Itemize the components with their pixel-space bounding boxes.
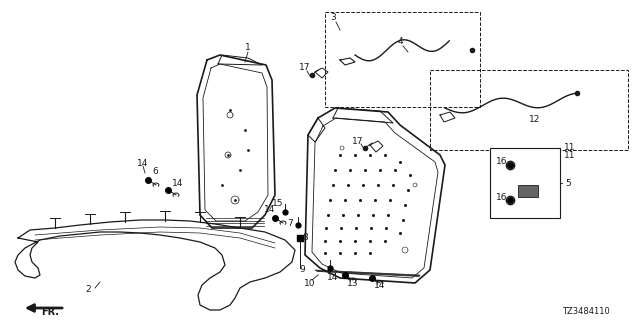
- Text: 14: 14: [374, 282, 386, 291]
- Text: TZ3484110: TZ3484110: [563, 308, 610, 316]
- Bar: [518, 185, 538, 197]
- Text: 14: 14: [264, 205, 276, 214]
- Text: 12: 12: [529, 116, 541, 124]
- Text: 14: 14: [138, 158, 148, 167]
- Bar: [325, 12, 480, 107]
- Text: 15: 15: [272, 199, 284, 209]
- Bar: [490, 148, 560, 218]
- Text: 11: 11: [564, 143, 576, 153]
- Text: 3: 3: [330, 13, 336, 22]
- Text: 11: 11: [564, 150, 576, 159]
- Text: 1: 1: [245, 44, 251, 52]
- Text: 9: 9: [299, 266, 305, 275]
- Text: FR.: FR.: [41, 307, 59, 317]
- Text: 7: 7: [287, 220, 293, 228]
- Text: 4: 4: [397, 37, 403, 46]
- Text: 17: 17: [300, 63, 311, 73]
- Text: 16: 16: [496, 194, 508, 203]
- Text: 6: 6: [152, 167, 158, 177]
- Bar: [430, 70, 628, 150]
- Text: 17: 17: [352, 137, 364, 146]
- Text: 14: 14: [172, 179, 184, 188]
- Text: 2: 2: [85, 285, 91, 294]
- Text: 5: 5: [565, 179, 571, 188]
- Text: 10: 10: [304, 278, 316, 287]
- Text: 8: 8: [302, 234, 308, 243]
- Text: 16: 16: [496, 157, 508, 166]
- Text: 14: 14: [327, 274, 339, 283]
- Text: 13: 13: [348, 279, 359, 289]
